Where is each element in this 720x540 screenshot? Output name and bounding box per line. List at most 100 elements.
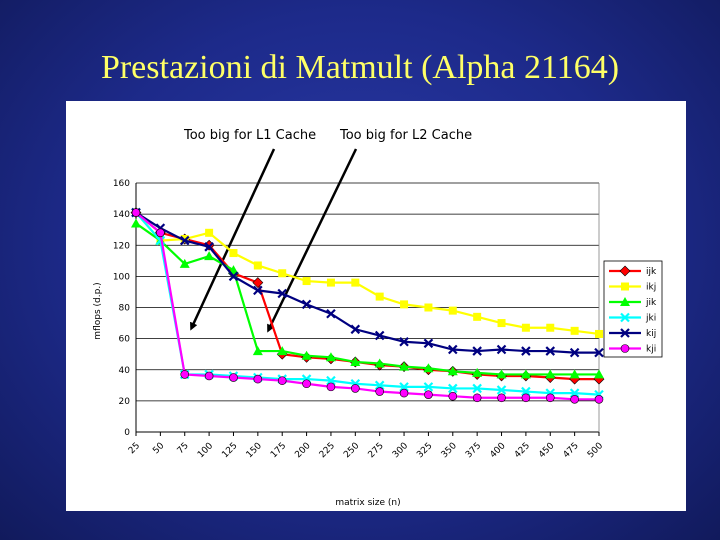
data-point-jki (472, 383, 482, 394)
data-point-kij (423, 338, 434, 349)
data-point-ijk (252, 277, 264, 289)
data-point-jik (325, 352, 336, 362)
data-point-kij (399, 336, 409, 347)
data-point-ikj (180, 235, 189, 244)
x-tick-label: 200 (293, 441, 312, 460)
data-point-kji (448, 391, 458, 401)
x-tick-label: 325 (415, 441, 434, 460)
data-point-kij (326, 308, 336, 319)
data-point-kij (448, 344, 458, 355)
x-tick-label: 275 (367, 441, 386, 460)
legend-label-jki: jki (645, 314, 656, 324)
data-point-jik (569, 369, 580, 379)
series-line-kij (135, 211, 599, 354)
data-point-jik (179, 258, 190, 268)
data-point-kij (179, 235, 190, 246)
data-point-kij (374, 330, 385, 341)
series-ikj (132, 208, 603, 338)
series-line-ikj (135, 211, 600, 336)
data-point-kij (472, 346, 482, 356)
data-point-ikj (570, 326, 579, 335)
data-point-kji (472, 393, 482, 403)
data-point-kji (131, 208, 141, 217)
data-point-ikj (205, 228, 214, 237)
y-tick-label: 100 (113, 272, 130, 282)
data-point-jik (496, 369, 507, 379)
series-line-jki (135, 211, 600, 396)
x-tick-label: 425 (513, 441, 532, 460)
legend-marker-ijk (619, 265, 631, 277)
x-tick-label: 50 (151, 441, 166, 456)
data-point-jik (277, 346, 288, 356)
data-point-jik (520, 369, 531, 379)
data-point-jik (423, 363, 434, 373)
data-point-ikj (448, 306, 457, 315)
data-point-kji (351, 384, 360, 393)
y-tick-label: 140 (113, 210, 130, 220)
x-tick-label: 100 (196, 441, 215, 460)
data-point-jik (131, 218, 141, 228)
y-tick-label: 20 (119, 397, 131, 407)
legend-marker-jik (620, 297, 630, 306)
data-point-kij (228, 271, 239, 282)
data-point-ikj (546, 323, 555, 332)
data-point-ikj (375, 292, 384, 301)
data-point-kji (326, 382, 336, 392)
data-point-ikj (400, 300, 409, 309)
data-point-kji (497, 393, 506, 403)
y-tick-label: 160 (113, 179, 130, 189)
x-tick-label: 225 (318, 441, 337, 460)
data-point-kji (253, 374, 263, 384)
y-tick-label: 0 (124, 428, 130, 438)
slide-title: Prestazioni di Matmult (Alpha 21164) (100, 49, 620, 86)
data-point-ikj (229, 249, 238, 258)
x-tick-label: 375 (464, 441, 483, 460)
data-point-kji (180, 370, 190, 379)
data-point-jki (326, 375, 336, 386)
y-tick-label: 40 (119, 366, 131, 376)
data-point-jik (301, 350, 312, 360)
x-tick-label: 450 (537, 441, 556, 460)
legend-marker-ikj (621, 282, 629, 291)
chart-panel: Too big for L1 Cache Too big for L2 Cach… (66, 101, 686, 511)
data-point-ikj (351, 278, 360, 287)
legend-box (603, 260, 663, 358)
x-tick-label: 175 (269, 441, 288, 460)
data-point-kij (496, 344, 507, 355)
data-point-jki (374, 380, 385, 391)
line-chart: Too big for L1 Cache Too big for L2 Cach… (93, 128, 663, 508)
y-tick-label: 60 (119, 335, 131, 345)
data-point-kji (594, 395, 604, 404)
data-point-ikj (302, 277, 311, 286)
x-tick-label: 25 (127, 441, 142, 456)
data-point-jik (252, 346, 263, 356)
data-point-kji (570, 395, 579, 404)
data-point-kji (545, 393, 555, 403)
y-tick-label: 120 (113, 241, 130, 251)
data-point-jki (448, 383, 458, 394)
data-point-kji (204, 371, 214, 381)
data-point-kji (424, 390, 433, 399)
data-point-jik (594, 369, 604, 379)
data-point-jki (423, 382, 434, 392)
data-point-kji (229, 373, 238, 382)
data-point-kji (521, 393, 531, 403)
arrow-l2-cache (267, 148, 358, 333)
data-point-jki (569, 388, 580, 398)
legend-marker-kij (620, 328, 630, 338)
data-point-jik (545, 369, 556, 379)
x-tick-label: 75 (176, 441, 191, 456)
data-point-kij (253, 285, 263, 296)
x-tick-label: 500 (586, 441, 605, 460)
data-point-kij (301, 299, 312, 310)
x-tick-label: 475 (562, 441, 581, 460)
y-tick-label: 80 (119, 304, 131, 314)
legend-label-ikj: ikj (646, 283, 656, 293)
x-tick-label: 125 (220, 441, 239, 460)
legend-label-jik: jik (645, 298, 657, 308)
data-point-jki (399, 382, 409, 392)
series-kij (131, 207, 604, 358)
data-point-kji (302, 379, 311, 389)
x-tick-label: 400 (488, 441, 507, 460)
data-point-jik (204, 251, 215, 261)
